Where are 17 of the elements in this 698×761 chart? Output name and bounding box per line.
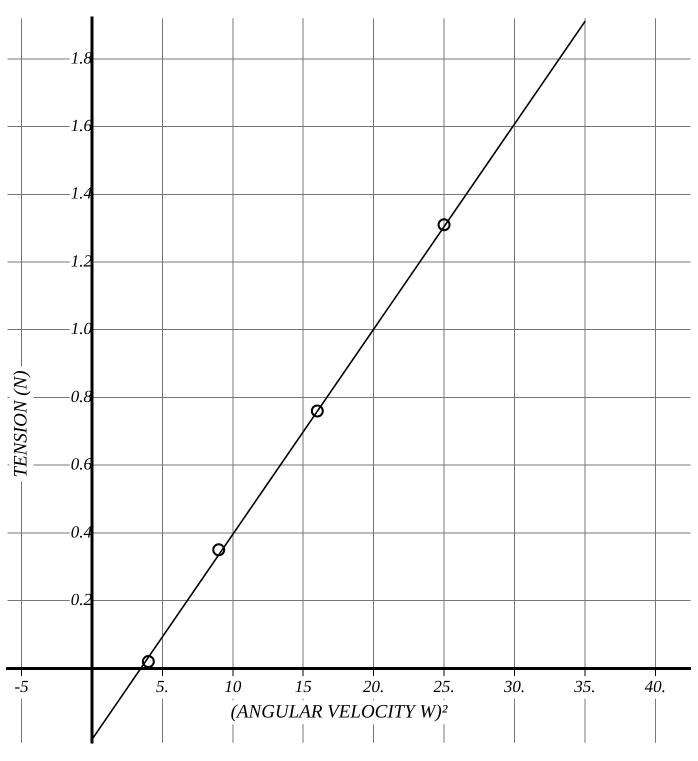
x-tick-label: 20. <box>363 676 384 696</box>
x-tick-label: 10 <box>224 676 242 696</box>
y-tick-label: 0.4 <box>70 522 92 542</box>
x-axis-title: (ANGULAR VELOCITY W)² <box>230 701 448 722</box>
x-tick-label: 25. <box>433 676 455 696</box>
point <box>212 543 226 556</box>
point <box>142 655 155 668</box>
y-tick-label: 1.4 <box>70 184 92 203</box>
x-tick-label: 35. <box>573 676 596 696</box>
x-tick-label: 15 <box>294 676 312 696</box>
point <box>310 404 324 418</box>
x-tick-label: -5 <box>14 676 29 696</box>
point <box>438 218 451 232</box>
x-tick-label: 30. <box>502 676 526 696</box>
x-tick-label: 40. <box>644 676 666 696</box>
y-axis-title: TENSION (N) <box>10 370 32 478</box>
x-tick-label: 5. <box>156 676 169 696</box>
